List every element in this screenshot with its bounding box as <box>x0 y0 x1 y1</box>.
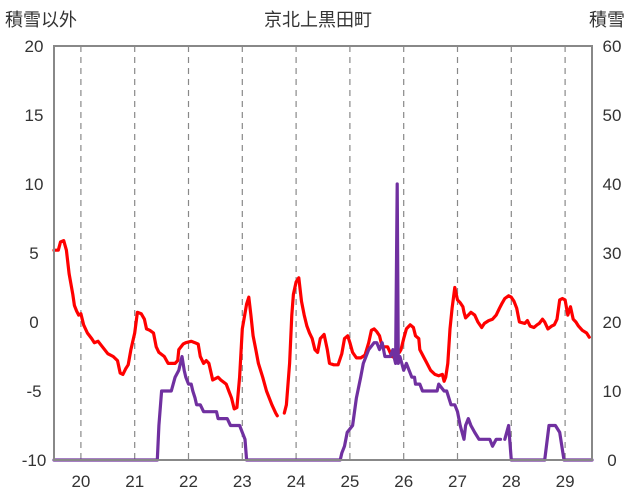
left-axis-label: 積雪以外 <box>5 10 77 30</box>
plot-frame <box>53 45 593 461</box>
left-tick-label: -10 <box>22 451 47 470</box>
temperature-line-segment-0 <box>52 239 279 418</box>
x-tick-label: 25 <box>340 472 359 491</box>
x-tick-label: 23 <box>233 472 252 491</box>
right-tick-label: 0 <box>607 451 616 470</box>
right-tick-label: 10 <box>603 382 622 401</box>
temperature-line-segment-1 <box>282 276 591 415</box>
snow-depth-line-segment-1 <box>503 423 594 462</box>
x-tick-label: 21 <box>125 472 144 491</box>
right-tick-label: 50 <box>603 106 622 125</box>
x-tick-label: 29 <box>556 472 575 491</box>
left-tick-label: 15 <box>25 106 44 125</box>
right-tick-label: 20 <box>603 313 622 332</box>
vertical-gridlines <box>80 46 566 460</box>
right-tick-label: 30 <box>603 244 622 263</box>
left-tick-label: 20 <box>25 37 44 56</box>
right-tick-label: 60 <box>603 37 622 56</box>
left-tick-label: -5 <box>26 382 41 401</box>
x-tick-label: 26 <box>394 472 413 491</box>
x-tick-label: 24 <box>287 472 306 491</box>
left-tick-label: 10 <box>25 175 44 194</box>
left-tick-label: 0 <box>29 313 38 332</box>
left-tick-label: 5 <box>29 244 38 263</box>
snow-depth-line-segment-0 <box>52 182 503 462</box>
x-tick-label: 20 <box>71 472 90 491</box>
x-tick-label: 28 <box>502 472 521 491</box>
plot-lines <box>52 182 594 462</box>
x-tick-label: 27 <box>448 472 467 491</box>
chart-title: 京北上黒田町 <box>264 10 372 30</box>
right-tick-label: 40 <box>603 175 622 194</box>
x-tick-label: 22 <box>179 472 198 491</box>
right-axis-label: 積雪 <box>589 10 625 30</box>
